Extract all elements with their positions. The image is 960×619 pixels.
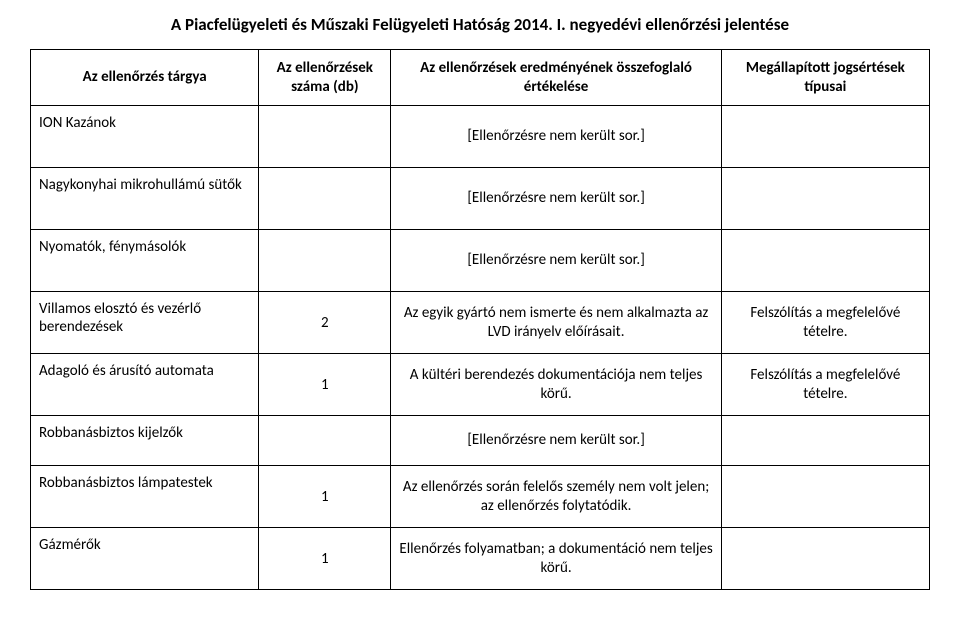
header-subject: Az ellenőrzés tárgya — [31, 50, 259, 106]
header-count: Az ellenőrzések száma (db) — [259, 50, 391, 106]
cell-violations — [721, 168, 929, 230]
cell-count — [259, 230, 391, 292]
table-row: Villamos elosztó és vezérlő berendezések… — [31, 292, 930, 354]
table-row: Nagykonyhai mikrohullámú sütők [Ellenőrz… — [31, 168, 930, 230]
cell-count — [259, 168, 391, 230]
cell-summary: A kültéri berendezés dokumentációja nem … — [391, 354, 721, 416]
table-row: Robbanásbiztos lámpatestek 1 Az ellenőrz… — [31, 466, 930, 528]
document-title: A Piacfelügyeleti és Műszaki Felügyeleti… — [30, 14, 930, 35]
cell-subject: ION Kazánok — [31, 106, 259, 168]
cell-violations — [721, 416, 929, 466]
cell-summary: [Ellenőrzésre nem került sor.] — [391, 168, 721, 230]
cell-violations — [721, 528, 929, 590]
cell-subject: Robbanásbiztos kijelzők — [31, 416, 259, 466]
cell-count: 1 — [259, 466, 391, 528]
header-violations: Megállapított jogsértések típusai — [721, 50, 929, 106]
cell-count: 2 — [259, 292, 391, 354]
cell-violations — [721, 230, 929, 292]
cell-violations — [721, 106, 929, 168]
cell-summary: Az egyik gyártó nem ismerte és nem alkal… — [391, 292, 721, 354]
cell-count — [259, 106, 391, 168]
table-row: ION Kazánok [Ellenőrzésre nem került sor… — [31, 106, 930, 168]
table-header-row: Az ellenőrzés tárgya Az ellenőrzések szá… — [31, 50, 930, 106]
cell-subject: Adagoló és árusító automata — [31, 354, 259, 416]
cell-subject: Robbanásbiztos lámpatestek — [31, 466, 259, 528]
cell-count: 1 — [259, 354, 391, 416]
cell-violations — [721, 466, 929, 528]
inspection-table: Az ellenőrzés tárgya Az ellenőrzések szá… — [30, 49, 930, 590]
cell-summary: [Ellenőrzésre nem került sor.] — [391, 106, 721, 168]
cell-subject: Nyomatók, fénymásolók — [31, 230, 259, 292]
table-row: Adagoló és árusító automata 1 A kültéri … — [31, 354, 930, 416]
table-row: Nyomatók, fénymásolók [Ellenőrzésre nem … — [31, 230, 930, 292]
cell-subject: Villamos elosztó és vezérlő berendezések — [31, 292, 259, 354]
table-row: Robbanásbiztos kijelzők [Ellenőrzésre ne… — [31, 416, 930, 466]
header-summary: Az ellenőrzések eredményének összefoglal… — [391, 50, 721, 106]
cell-count: 1 — [259, 528, 391, 590]
cell-subject: Nagykonyhai mikrohullámú sütők — [31, 168, 259, 230]
cell-count — [259, 416, 391, 466]
cell-summary: Ellenőrzés folyamatban; a dokumentáció n… — [391, 528, 721, 590]
cell-summary: Az ellenőrzés során felelős személy nem … — [391, 466, 721, 528]
cell-violations: Felszólítás a megfelelővé tételre. — [721, 292, 929, 354]
cell-violations: Felszólítás a megfelelővé tételre. — [721, 354, 929, 416]
cell-summary: [Ellenőrzésre nem került sor.] — [391, 416, 721, 466]
table-row: Gázmérők 1 Ellenőrzés folyamatban; a dok… — [31, 528, 930, 590]
cell-summary: [Ellenőrzésre nem került sor.] — [391, 230, 721, 292]
cell-subject: Gázmérők — [31, 528, 259, 590]
